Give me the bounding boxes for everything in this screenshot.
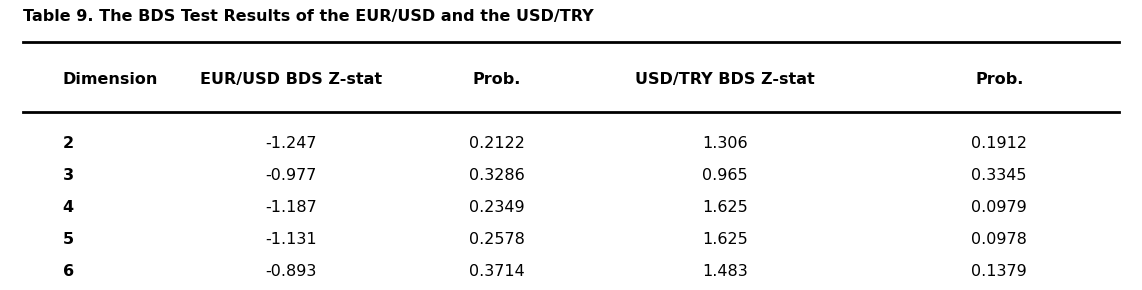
Text: 0.2122: 0.2122 xyxy=(469,136,524,151)
Text: -1.131: -1.131 xyxy=(265,232,317,247)
Text: 0.3286: 0.3286 xyxy=(469,168,524,183)
Text: 4: 4 xyxy=(63,200,74,215)
Text: 5: 5 xyxy=(63,232,74,247)
Text: 1.483: 1.483 xyxy=(702,264,748,279)
Text: 6: 6 xyxy=(63,264,74,279)
Text: 0.3345: 0.3345 xyxy=(972,168,1027,183)
Text: 0.965: 0.965 xyxy=(702,168,748,183)
Text: -0.977: -0.977 xyxy=(266,168,316,183)
Text: 1.625: 1.625 xyxy=(702,232,748,247)
Text: 0.0979: 0.0979 xyxy=(972,200,1027,215)
Text: -1.247: -1.247 xyxy=(265,136,317,151)
Text: 0.2578: 0.2578 xyxy=(469,232,524,247)
Text: 0.0978: 0.0978 xyxy=(972,232,1027,247)
Text: Table 9. The BDS Test Results of the EUR/USD and the USD/TRY: Table 9. The BDS Test Results of the EUR… xyxy=(23,9,594,24)
Text: 1.625: 1.625 xyxy=(702,200,748,215)
Text: 0.2349: 0.2349 xyxy=(469,200,524,215)
Text: 3: 3 xyxy=(63,168,74,183)
Text: EUR/USD BDS Z-stat: EUR/USD BDS Z-stat xyxy=(200,72,383,87)
Text: USD/TRY BDS Z-stat: USD/TRY BDS Z-stat xyxy=(635,72,815,87)
Text: Dimension: Dimension xyxy=(63,72,159,87)
Text: 0.3714: 0.3714 xyxy=(469,264,524,279)
Text: -1.187: -1.187 xyxy=(265,200,317,215)
Text: 1.306: 1.306 xyxy=(702,136,748,151)
Text: 2: 2 xyxy=(63,136,74,151)
Text: 0.1379: 0.1379 xyxy=(972,264,1027,279)
Text: Prob.: Prob. xyxy=(473,72,521,87)
Text: Prob.: Prob. xyxy=(975,72,1023,87)
Text: 0.1912: 0.1912 xyxy=(971,136,1028,151)
Text: -0.893: -0.893 xyxy=(266,264,316,279)
